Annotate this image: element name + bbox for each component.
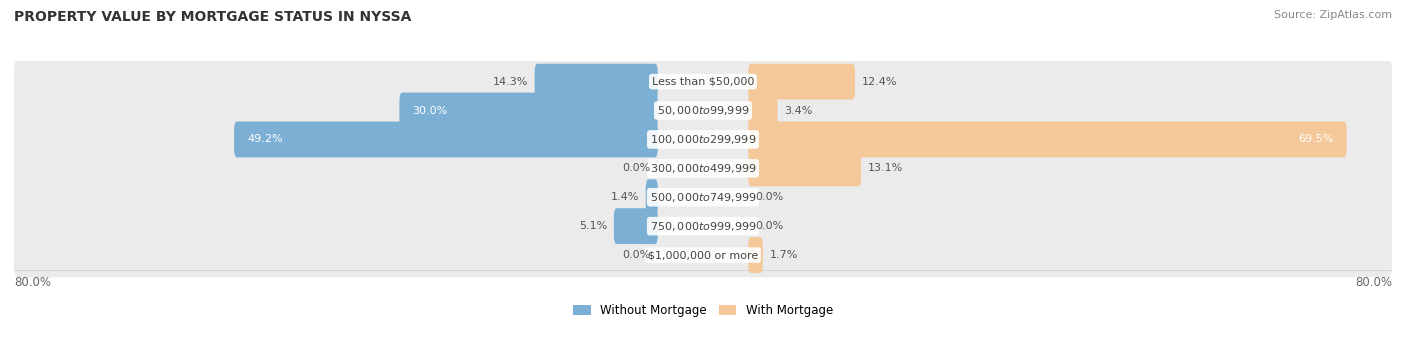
FancyBboxPatch shape — [399, 93, 658, 129]
FancyBboxPatch shape — [534, 64, 658, 100]
FancyBboxPatch shape — [748, 150, 860, 186]
FancyBboxPatch shape — [14, 233, 1392, 277]
Text: 80.0%: 80.0% — [14, 276, 51, 289]
FancyBboxPatch shape — [233, 121, 658, 157]
Text: 0.0%: 0.0% — [623, 163, 651, 173]
Text: $750,000 to $999,999: $750,000 to $999,999 — [650, 220, 756, 233]
Text: 0.0%: 0.0% — [755, 192, 783, 202]
Text: 30.0%: 30.0% — [412, 105, 447, 116]
FancyBboxPatch shape — [748, 237, 763, 273]
Text: 12.4%: 12.4% — [862, 77, 897, 87]
Text: $300,000 to $499,999: $300,000 to $499,999 — [650, 162, 756, 175]
Text: 80.0%: 80.0% — [1355, 276, 1392, 289]
FancyBboxPatch shape — [748, 121, 1347, 157]
Text: 1.4%: 1.4% — [610, 192, 638, 202]
Text: 49.2%: 49.2% — [247, 134, 283, 145]
Text: 5.1%: 5.1% — [579, 221, 607, 231]
FancyBboxPatch shape — [14, 175, 1392, 220]
Text: Less than $50,000: Less than $50,000 — [652, 77, 754, 87]
FancyBboxPatch shape — [645, 179, 658, 215]
Text: 3.4%: 3.4% — [785, 105, 813, 116]
FancyBboxPatch shape — [14, 88, 1392, 133]
Text: 0.0%: 0.0% — [623, 250, 651, 260]
Text: 1.7%: 1.7% — [769, 250, 799, 260]
FancyBboxPatch shape — [14, 204, 1392, 248]
Legend: Without Mortgage, With Mortgage: Without Mortgage, With Mortgage — [568, 299, 838, 322]
Text: 69.5%: 69.5% — [1298, 134, 1334, 145]
Text: Source: ZipAtlas.com: Source: ZipAtlas.com — [1274, 10, 1392, 20]
FancyBboxPatch shape — [748, 64, 855, 100]
Text: 14.3%: 14.3% — [492, 77, 527, 87]
FancyBboxPatch shape — [14, 59, 1392, 104]
Text: PROPERTY VALUE BY MORTGAGE STATUS IN NYSSA: PROPERTY VALUE BY MORTGAGE STATUS IN NYS… — [14, 10, 412, 24]
Text: $1,000,000 or more: $1,000,000 or more — [648, 250, 758, 260]
Text: $50,000 to $99,999: $50,000 to $99,999 — [657, 104, 749, 117]
FancyBboxPatch shape — [14, 117, 1392, 162]
Text: 0.0%: 0.0% — [755, 221, 783, 231]
Text: 13.1%: 13.1% — [868, 163, 903, 173]
FancyBboxPatch shape — [748, 93, 778, 129]
FancyBboxPatch shape — [614, 208, 658, 244]
FancyBboxPatch shape — [14, 146, 1392, 191]
Text: $500,000 to $749,999: $500,000 to $749,999 — [650, 191, 756, 204]
Text: $100,000 to $299,999: $100,000 to $299,999 — [650, 133, 756, 146]
